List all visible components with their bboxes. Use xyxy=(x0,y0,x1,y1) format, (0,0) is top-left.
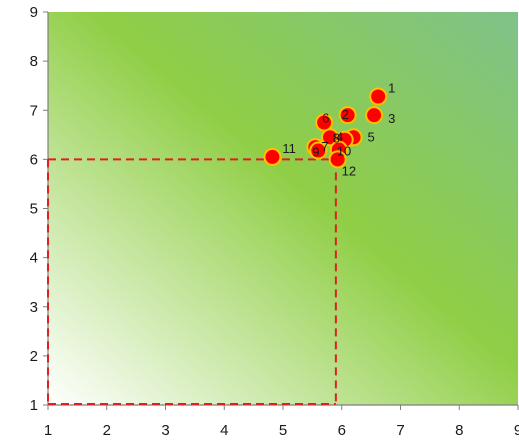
data-point-label-10: 10 xyxy=(337,144,351,159)
data-point-label-12: 12 xyxy=(342,163,356,178)
data-point-2 xyxy=(338,106,357,125)
data-point-3 xyxy=(365,106,384,125)
x-tick-label: 1 xyxy=(44,422,52,439)
data-point-label-8: 8 xyxy=(333,131,340,146)
data-point-6 xyxy=(315,113,334,132)
y-tick-label: 8 xyxy=(30,53,38,70)
y-tick-label: 6 xyxy=(30,151,38,168)
data-point-label-7: 7 xyxy=(321,139,328,154)
data-point-label-1: 1 xyxy=(388,80,395,95)
y-tick-label: 4 xyxy=(30,250,38,267)
data-point-label-5: 5 xyxy=(368,129,375,144)
data-point-11 xyxy=(263,147,282,166)
y-tick-label: 5 xyxy=(30,201,38,218)
y-tick-label: 2 xyxy=(30,348,38,365)
y-tick-label: 3 xyxy=(30,299,38,316)
data-point-label-2: 2 xyxy=(342,107,349,122)
plot-area xyxy=(48,12,518,405)
x-tick-label: 6 xyxy=(338,422,346,439)
data-point-label-9: 9 xyxy=(312,145,319,160)
data-point-label-4: 4 xyxy=(336,129,343,144)
y-tick-label: 1 xyxy=(30,397,38,414)
x-tick-label: 8 xyxy=(455,422,463,439)
x-tick-label: 9 xyxy=(514,422,519,439)
data-points xyxy=(263,87,388,169)
data-point-12 xyxy=(328,150,347,169)
data-point-9 xyxy=(309,141,328,160)
y-tick-label: 9 xyxy=(30,4,38,21)
y-tick-label: 7 xyxy=(30,102,38,119)
data-point-label-6: 6 xyxy=(322,111,329,126)
x-tick-label: 7 xyxy=(396,422,404,439)
reference-lines xyxy=(47,158,337,405)
data-point-label-3: 3 xyxy=(388,111,395,126)
x-tick-label: 2 xyxy=(103,422,111,439)
x-tick-label: 4 xyxy=(220,422,228,439)
data-point-1 xyxy=(369,87,388,106)
x-tick-label: 5 xyxy=(279,422,287,439)
data-point-label-11: 11 xyxy=(282,141,296,156)
x-tick-label: 3 xyxy=(161,422,169,439)
